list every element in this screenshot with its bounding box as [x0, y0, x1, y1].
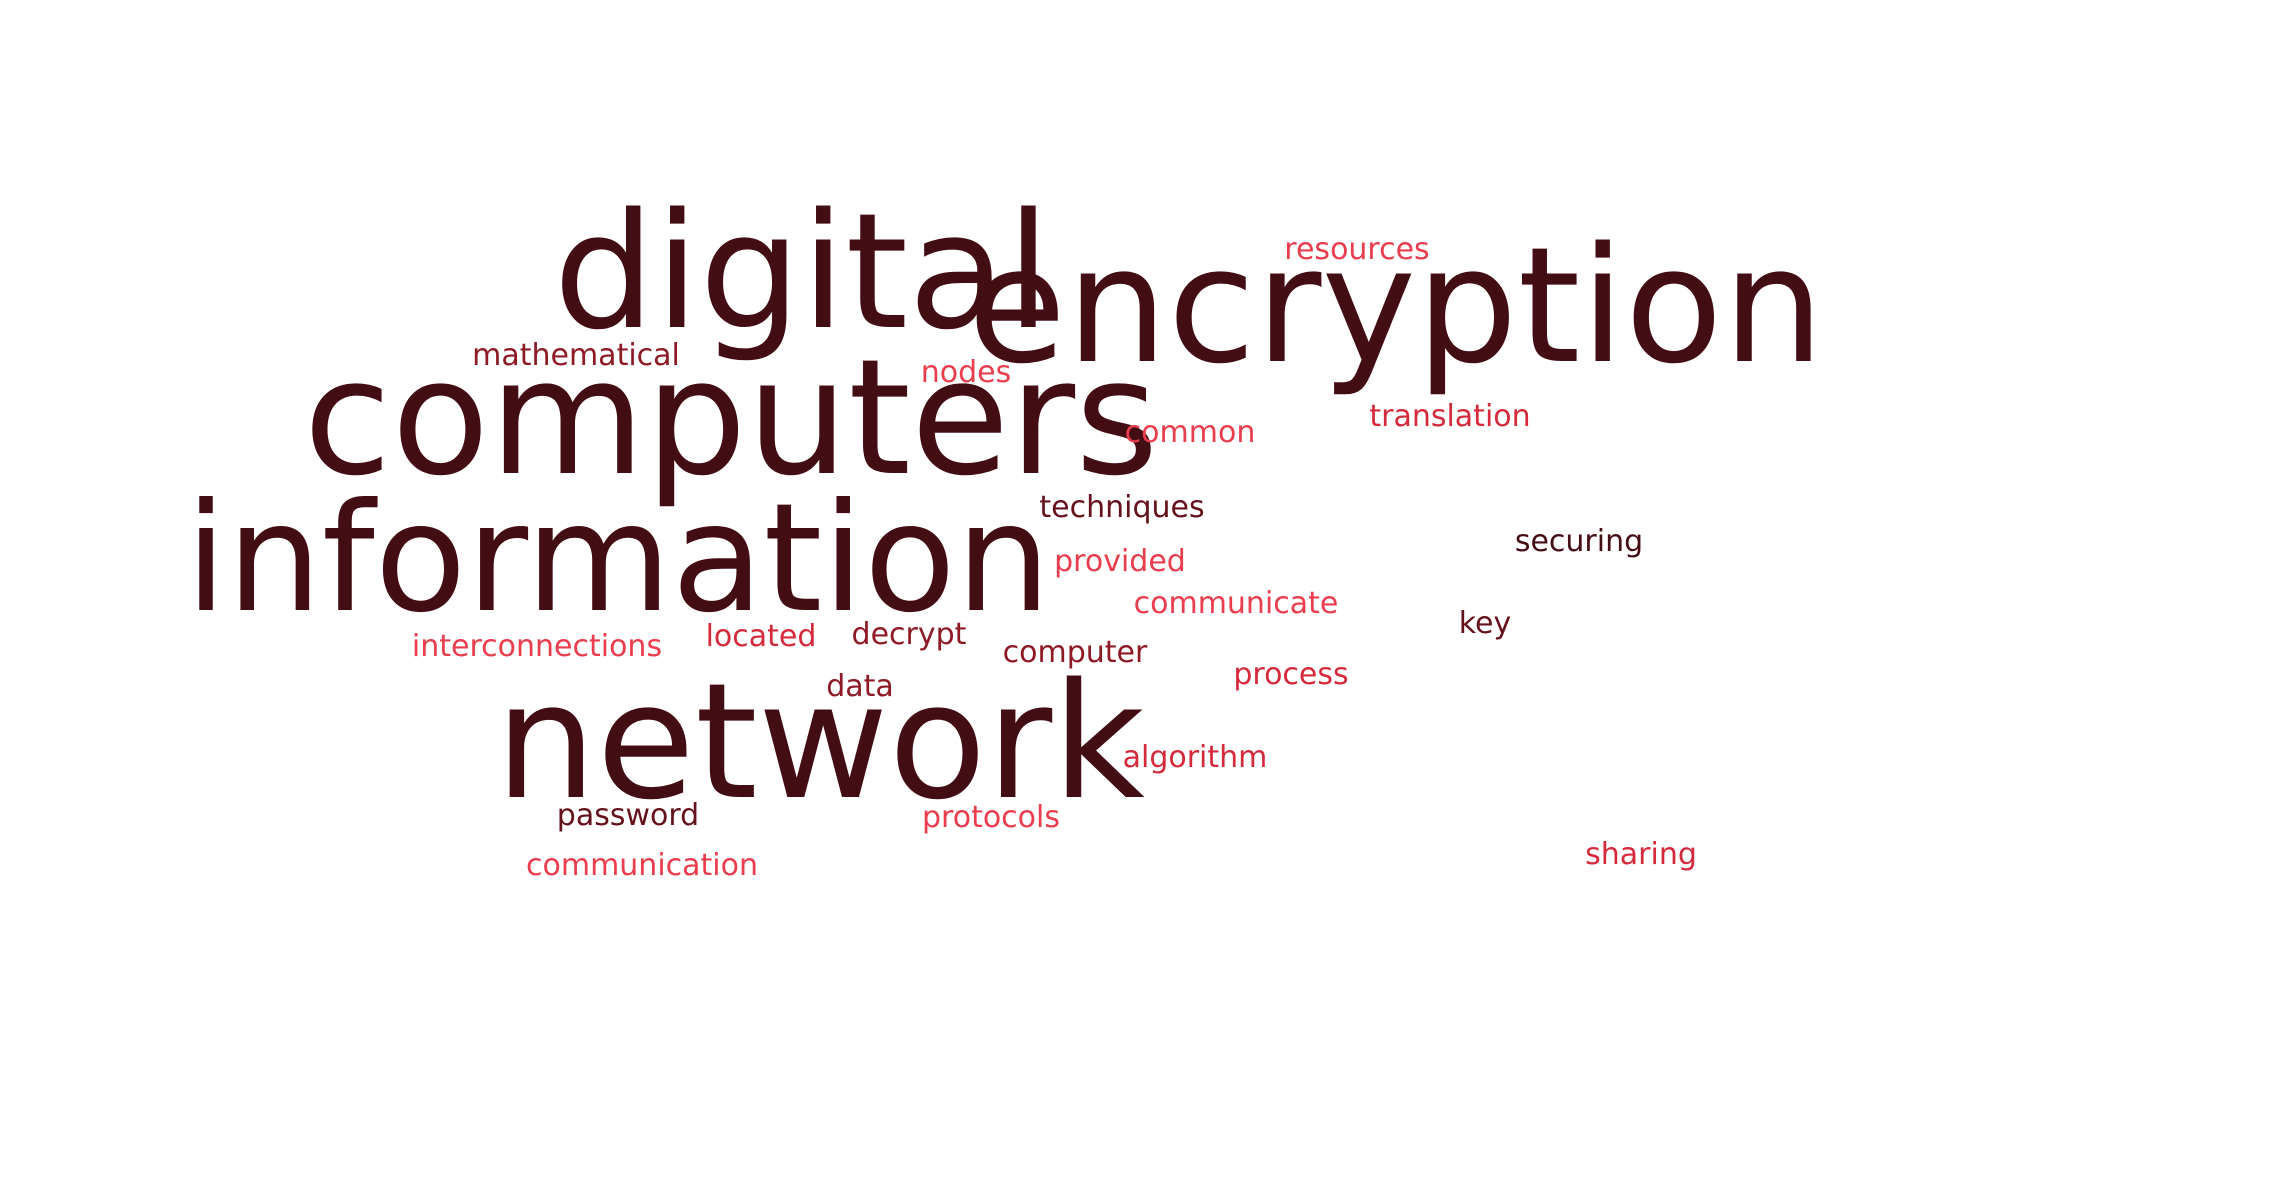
- word-decrypt: decrypt: [851, 617, 967, 652]
- word-digital: digital: [553, 178, 1051, 365]
- word-protocols: protocols: [921, 800, 1061, 835]
- word-sharing: sharing: [1585, 837, 1697, 872]
- word-resources: resources: [1284, 232, 1430, 267]
- word-computer: computer: [1002, 635, 1148, 670]
- word-common: common: [1124, 415, 1256, 450]
- word-mathematical: mathematical: [472, 338, 680, 373]
- word-provided: provided: [1054, 544, 1186, 579]
- word-key: key: [1458, 606, 1512, 641]
- word-data: data: [826, 669, 894, 704]
- word-network: network: [495, 648, 1145, 835]
- word-interconnections: interconnections: [411, 629, 663, 664]
- word-located: located: [705, 619, 817, 654]
- word-password: password: [556, 798, 700, 833]
- word-communicate: communicate: [1133, 586, 1339, 621]
- word-information: information: [185, 472, 1051, 646]
- word-encryption: encryption: [967, 212, 1825, 399]
- word-techniques: techniques: [1039, 490, 1205, 525]
- word-algorithm: algorithm: [1122, 740, 1268, 775]
- word-communication: communication: [525, 848, 759, 883]
- word-securing: securing: [1514, 524, 1644, 559]
- word-process: process: [1233, 657, 1349, 692]
- word-computers: computers: [303, 324, 1159, 511]
- word-translation: translation: [1369, 399, 1531, 434]
- word-nodes: nodes: [920, 355, 1012, 390]
